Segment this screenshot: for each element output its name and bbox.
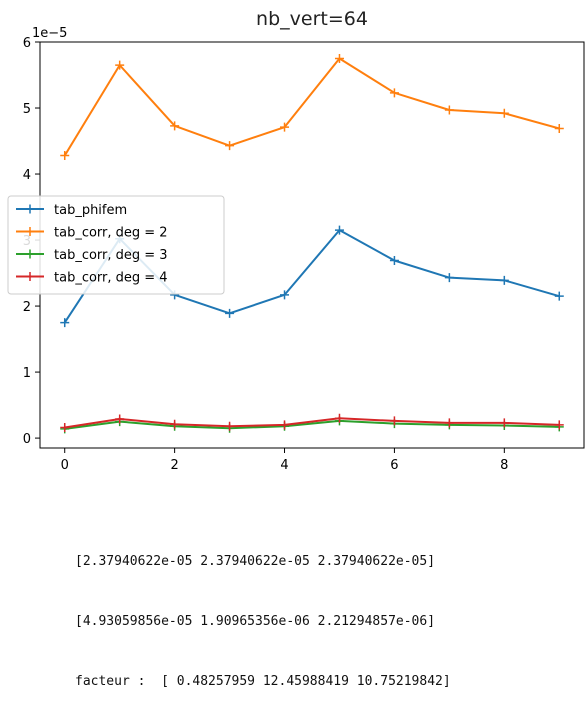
series-line-3: [64, 419, 560, 430]
x-tick-label: 0: [61, 458, 69, 473]
x-tick-label: 2: [170, 458, 178, 473]
x-tick-label: 6: [390, 458, 398, 473]
legend-label: tab_corr, deg = 4: [54, 271, 168, 286]
data-point: [554, 420, 564, 430]
data-point: [60, 423, 70, 433]
data-point: [499, 108, 509, 118]
line-chart: nb_vert=64 1e−5 024680123456 tab_phifemt…: [7, 8, 585, 473]
output-line-3: facteur : [ 0.48257959 12.45988419 10.75…: [75, 674, 451, 689]
data-point: [444, 105, 454, 115]
console-output: [2.37940622e-05 2.37940622e-05 2.3794062…: [75, 512, 451, 712]
y-tick-label: 0: [23, 432, 31, 447]
legend-marker: [25, 227, 35, 236]
data-point: [115, 60, 125, 70]
data-point: [334, 225, 344, 235]
y-tick-label: 5: [23, 102, 31, 117]
data-point: [554, 291, 564, 301]
data-point: [170, 121, 180, 131]
data-point: [225, 421, 235, 431]
y-tick-label: 1: [23, 366, 31, 381]
data-point: [225, 308, 235, 318]
data-point: [334, 54, 344, 64]
data-point: [280, 122, 290, 132]
series-line-2: [63, 57, 560, 157]
data-point: [444, 273, 454, 283]
x-tick-label: 8: [500, 458, 508, 473]
data-point: [280, 290, 290, 300]
legend-marker: [25, 249, 35, 259]
y-tick-label: 4: [23, 168, 31, 183]
data-point: [334, 413, 344, 423]
data-point: [60, 318, 70, 328]
data-point: [554, 123, 564, 133]
y-offset-label: 1e−5: [32, 26, 67, 41]
data-point: [499, 418, 509, 428]
y-tick-label: 2: [23, 300, 31, 315]
legend-marker: [25, 272, 35, 281]
chart-title: nb_vert=64: [256, 8, 368, 30]
data-point: [389, 88, 399, 98]
legend: tab_phifem tab_corr, deg = 2 tab_corr, deg…: [7, 195, 225, 295]
legend-box: [7, 195, 225, 295]
x-tick-label: 4: [280, 458, 288, 473]
legend-label: tab_phifem: [54, 203, 127, 218]
legend-marker: [25, 204, 35, 214]
data-point: [280, 420, 290, 430]
data-point: [499, 275, 509, 285]
data-point: [389, 416, 399, 426]
y-tick-label: 6: [23, 36, 31, 51]
data-point: [115, 414, 125, 424]
data-point: [60, 151, 70, 161]
series-line-4: [64, 417, 560, 429]
legend-label: tab_corr, deg = 3: [54, 248, 168, 263]
data-point: [170, 419, 180, 429]
data-point: [444, 418, 454, 428]
legend-label: tab_corr, deg = 2: [54, 226, 168, 241]
data-point: [389, 256, 399, 266]
output-line-2: [4.93059856e-05 1.90965356e-06 2.2129485…: [75, 614, 436, 629]
output-line-1: [2.37940622e-05 2.37940622e-05 2.3794062…: [75, 554, 436, 569]
data-point: [225, 141, 235, 151]
